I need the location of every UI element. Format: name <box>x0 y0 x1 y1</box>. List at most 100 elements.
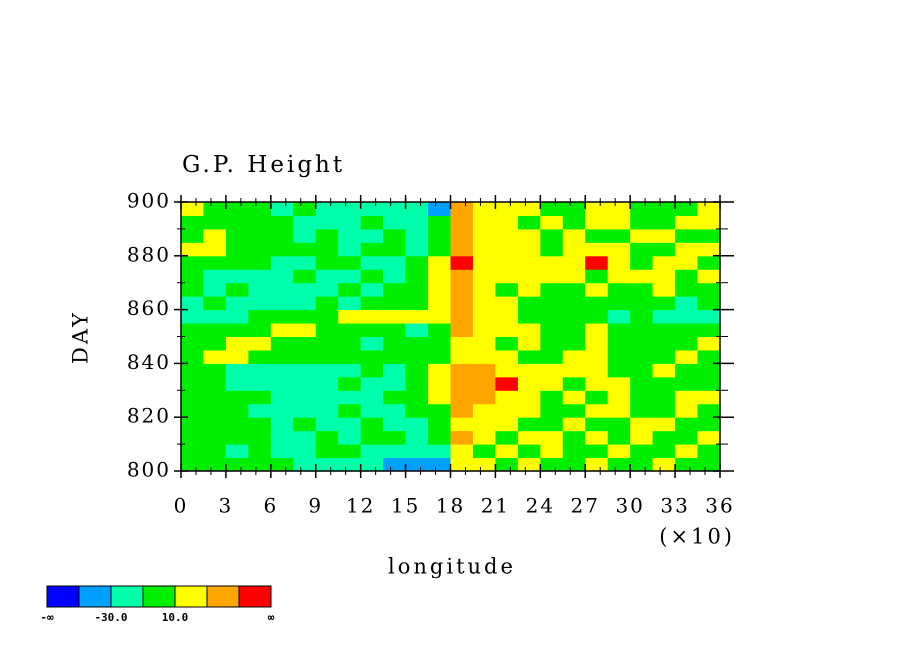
heat-cell <box>293 363 317 378</box>
heat-cell <box>225 215 249 230</box>
heat-cell <box>630 376 654 391</box>
heat-cell <box>225 444 249 459</box>
heat-cell <box>428 376 451 391</box>
heat-cell <box>675 336 699 351</box>
heat-cell <box>495 202 519 216</box>
heat-cell <box>562 457 586 472</box>
heat-cell <box>675 255 699 270</box>
heat-cell <box>607 444 631 459</box>
heat-cell <box>428 228 451 243</box>
heat-cell <box>472 255 496 270</box>
heat-cell <box>495 282 519 297</box>
heat-cell <box>630 363 654 378</box>
heat-cell <box>203 242 227 257</box>
heat-cell <box>607 403 631 418</box>
heat-cell <box>405 336 429 351</box>
heat-cell <box>495 403 519 418</box>
heat-cell <box>225 269 249 284</box>
heat-cell <box>270 309 294 324</box>
heat-cell <box>405 376 429 391</box>
heat-cell <box>315 444 339 459</box>
heat-cell <box>270 255 294 270</box>
heat-cell <box>405 417 429 432</box>
heat-cell <box>248 255 272 270</box>
heat-cell <box>630 309 654 324</box>
heat-cell <box>585 444 609 459</box>
heat-cell <box>607 202 631 216</box>
heat-cell <box>293 349 317 364</box>
heat-cell <box>495 349 519 364</box>
heat-cell <box>675 269 699 284</box>
heat-cell <box>472 228 496 243</box>
heat-cell <box>428 242 451 257</box>
heat-cell <box>675 403 699 418</box>
heat-cell <box>450 349 474 364</box>
heat-cell <box>562 363 586 378</box>
heat-cell <box>630 202 654 216</box>
heat-cell <box>293 376 317 391</box>
heat-cell <box>203 417 227 432</box>
heat-cell <box>270 444 294 459</box>
heat-cell <box>607 417 631 432</box>
colorbar-swatch <box>110 585 144 608</box>
heat-cell <box>697 376 721 391</box>
heat-cell <box>472 444 496 459</box>
heat-cell <box>360 323 384 337</box>
heat-cell <box>315 417 339 432</box>
heat-cell <box>675 376 699 391</box>
heat-cell <box>450 242 474 257</box>
heat-cell <box>383 417 407 432</box>
heat-cell <box>405 215 429 230</box>
heat-cell <box>181 269 204 284</box>
heat-cell <box>540 417 564 432</box>
heat-cell <box>472 215 496 230</box>
heat-cell <box>293 430 317 445</box>
heat-cell <box>338 403 362 418</box>
heat-cell <box>472 323 496 337</box>
heat-cell <box>203 282 227 297</box>
heat-cell <box>181 323 204 337</box>
colorbar-swatch <box>174 585 208 608</box>
heat-cell <box>338 255 362 270</box>
heat-cell <box>697 215 721 230</box>
heat-cell <box>540 309 564 324</box>
heat-cell <box>652 363 676 378</box>
heat-cell <box>428 202 451 216</box>
heat-cell <box>585 215 609 230</box>
x-tick-label: 3 <box>219 494 234 518</box>
heat-cell <box>248 403 272 418</box>
heat-cell <box>360 269 384 284</box>
heat-cell <box>405 242 429 257</box>
heat-cell <box>450 215 474 230</box>
heat-cell <box>181 215 204 230</box>
heat-cell <box>248 390 272 405</box>
x-tick-label: 27 <box>571 494 600 518</box>
heat-cell <box>540 282 564 297</box>
heat-cell <box>181 376 204 391</box>
heat-cell <box>450 376 474 391</box>
heat-cell <box>248 323 272 337</box>
heat-cell <box>540 255 564 270</box>
heat-cell <box>270 323 294 337</box>
heat-cell <box>562 323 586 337</box>
heat-cell <box>203 336 227 351</box>
heat-cell <box>585 363 609 378</box>
heat-cell <box>383 336 407 351</box>
heat-cell <box>383 376 407 391</box>
heat-cell <box>540 336 564 351</box>
heat-cell <box>630 269 654 284</box>
heat-cell <box>450 403 474 418</box>
heat-cell <box>607 363 631 378</box>
heat-cell <box>293 228 317 243</box>
heat-cell <box>360 430 384 445</box>
heat-cell <box>360 349 384 364</box>
heat-cell <box>360 376 384 391</box>
heat-cell <box>203 202 227 216</box>
heat-cell <box>540 215 564 230</box>
heat-cell <box>428 336 451 351</box>
heat-cell <box>630 390 654 405</box>
heat-cell <box>495 215 519 230</box>
heat-cell <box>697 323 721 337</box>
heat-cell <box>630 255 654 270</box>
heat-cell <box>181 309 204 324</box>
